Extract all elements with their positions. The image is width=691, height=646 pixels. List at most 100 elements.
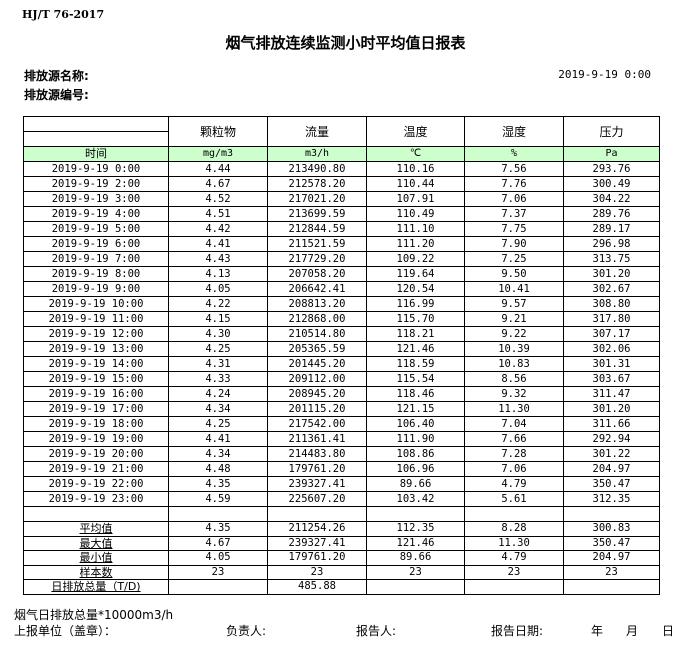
value-cell: 4.51 [168, 206, 268, 222]
value-cell: 10.39 [464, 341, 564, 357]
stat-row: 最小值 4.05 179761.20 89.66 4.79 204.97 [23, 550, 660, 566]
col-header-flow: 流量 [267, 116, 367, 147]
value-cell: 23 [563, 564, 660, 580]
row-label: 2019-9-19 2:00 [23, 176, 169, 192]
row-label: 2019-9-19 8:00 [23, 266, 169, 282]
value-cell: 210514.80 [267, 326, 367, 342]
value-cell: 103.42 [366, 491, 465, 507]
value-cell: 4.48 [168, 461, 268, 477]
row-label: 2019-9-19 18:00 [23, 416, 169, 432]
data-row: 2019-9-19 15:00 4.33 209112.00 115.54 8.56 30… [23, 371, 660, 387]
value-cell: 4.67 [168, 535, 268, 551]
value-cell: 205365.59 [267, 341, 367, 357]
value-cell: 217021.20 [267, 191, 367, 207]
value-cell: 4.13 [168, 266, 268, 282]
corner-cell [23, 116, 169, 147]
row-label: 2019-9-19 13:00 [23, 341, 169, 357]
row-label: 2019-9-19 9:00 [23, 281, 169, 297]
value-cell [563, 506, 660, 522]
unit-cell: Pa [563, 146, 660, 162]
data-row: 2019-9-19 13:00 4.25 205365.59 121.46 10.39 3… [23, 341, 660, 357]
value-cell: 109.22 [366, 251, 465, 267]
value-cell [464, 506, 564, 522]
value-cell: 7.56 [464, 161, 564, 177]
value-cell: 121.15 [366, 401, 465, 417]
value-cell: 312.35 [563, 491, 660, 507]
data-row: 2019-9-19 17:00 4.34 201115.20 121.15 11.30 3… [23, 401, 660, 417]
value-cell: 4.22 [168, 296, 268, 312]
value-cell: 7.66 [464, 431, 564, 447]
value-cell: 8.28 [464, 521, 564, 537]
value-cell: 89.66 [366, 476, 465, 492]
value-cell: 115.54 [366, 371, 465, 387]
value-cell: 7.06 [464, 191, 564, 207]
row-label [23, 506, 169, 522]
value-cell: 206642.41 [267, 281, 367, 297]
empty-row [23, 506, 660, 522]
value-cell [563, 579, 660, 595]
value-cell: 207058.20 [267, 266, 367, 282]
row-label: 样本数 [23, 564, 169, 580]
value-cell: 110.49 [366, 206, 465, 222]
value-cell: 9.22 [464, 326, 564, 342]
value-cell: 23 [464, 564, 564, 580]
value-cell: 301.20 [563, 266, 660, 282]
value-cell: 204.97 [563, 461, 660, 477]
data-row: 2019-9-19 9:00 4.05 206642.41 120.54 10.41 30… [23, 281, 660, 297]
col-header-temperature: 温度 [366, 116, 465, 147]
data-row: 2019-9-19 4:00 4.51 213699.59 110.49 7.37 289… [23, 206, 660, 222]
value-cell: 217542.00 [267, 416, 367, 432]
value-cell: 302.06 [563, 341, 660, 357]
value-cell: 179761.20 [267, 550, 367, 566]
data-row: 2019-9-19 18:00 4.25 217542.00 106.40 7.04 31… [23, 416, 660, 432]
value-cell: 7.90 [464, 236, 564, 252]
value-cell: 317.80 [563, 311, 660, 327]
value-cell: 301.22 [563, 446, 660, 462]
standard-code: HJ/T 76-2017 [22, 8, 105, 21]
value-cell: 4.31 [168, 356, 268, 372]
data-row: 2019-9-19 21:00 4.48 179761.20 106.96 7.06 20… [23, 461, 660, 477]
unit-cell: m3/h [267, 146, 367, 162]
value-cell: 8.56 [464, 371, 564, 387]
value-cell: 116.99 [366, 296, 465, 312]
value-cell: 118.59 [366, 356, 465, 372]
value-cell: 307.17 [563, 326, 660, 342]
data-row: 2019-9-19 7:00 4.43 217729.20 109.22 7.25 313… [23, 251, 660, 267]
day-label: 日 [662, 624, 675, 638]
value-cell: 110.16 [366, 161, 465, 177]
responsible-label: 负责人: [226, 624, 267, 638]
value-cell [267, 506, 367, 522]
row-label: 2019-9-19 22:00 [23, 476, 169, 492]
unit-label: 上报单位（盖章）： [14, 624, 117, 638]
value-cell: 7.04 [464, 416, 564, 432]
data-row: 2019-9-19 6:00 4.41 211521.59 111.20 7.90 296… [23, 236, 660, 252]
value-cell: 225607.20 [267, 491, 367, 507]
units-row: 时间 mg/m3 m3/h ℃ % Pa [23, 146, 660, 162]
value-cell: 208813.20 [267, 296, 367, 312]
data-row: 2019-9-19 20:00 4.34 214483.80 108.86 7.28 30… [23, 446, 660, 462]
value-cell: 4.05 [168, 550, 268, 566]
value-cell: 4.67 [168, 176, 268, 192]
value-cell: 296.98 [563, 236, 660, 252]
row-label: 2019-9-19 11:00 [23, 311, 169, 327]
value-cell: 7.25 [464, 251, 564, 267]
value-cell: 214483.80 [267, 446, 367, 462]
data-row: 2019-9-19 8:00 4.13 207058.20 119.64 9.50 301… [23, 266, 660, 282]
value-cell: 213490.80 [267, 161, 367, 177]
stat-row: 样本数 23 23 23 23 23 [23, 564, 660, 580]
value-cell: 311.66 [563, 416, 660, 432]
col-header-particulate: 颗粒物 [168, 116, 268, 147]
data-row: 2019-9-19 22:00 4.35 239327.41 89.66 4.79 350… [23, 476, 660, 492]
value-cell [366, 579, 465, 595]
time-header: 时间 [23, 146, 169, 162]
data-row: 2019-9-19 11:00 4.15 212868.00 115.70 9.21 31… [23, 311, 660, 327]
value-cell: 10.41 [464, 281, 564, 297]
data-row: 2019-9-19 3:00 4.52 217021.20 107.91 7.06 304… [23, 191, 660, 207]
value-cell: 10.83 [464, 356, 564, 372]
data-row: 2019-9-19 0:00 4.44 213490.80 110.16 7.56 293… [23, 161, 660, 177]
row-label: 2019-9-19 4:00 [23, 206, 169, 222]
value-cell: 300.83 [563, 521, 660, 537]
value-cell: 121.46 [366, 341, 465, 357]
value-cell: 308.80 [563, 296, 660, 312]
value-cell: 292.94 [563, 431, 660, 447]
